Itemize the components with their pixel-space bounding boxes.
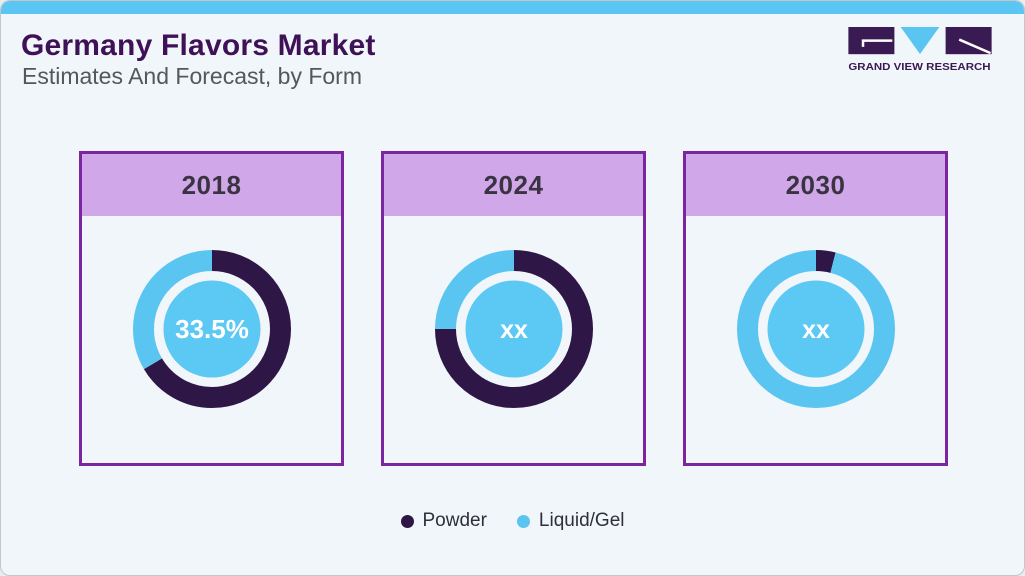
- year-label-2024: 2024: [483, 169, 544, 200]
- chart-legend: Powder Liquid/Gel: [1, 510, 1024, 532]
- card-body-2018: 33.5%: [82, 216, 341, 463]
- card-body-2024: xx: [384, 216, 643, 463]
- year-label-2018: 2018: [181, 169, 242, 200]
- page-subtitle: Estimates And Forecast, by Form: [22, 63, 363, 89]
- gvr-logo-icon: GRAND VIEW RESEARCH: [848, 27, 992, 73]
- legend-item-powder: Powder: [400, 510, 487, 532]
- powder-swatch-icon: [400, 514, 414, 528]
- year-card-2018: 2018 33.5%: [79, 151, 344, 466]
- donut-segment-liquid-gel: [434, 250, 593, 408]
- card-header-2018: 2018: [82, 154, 341, 216]
- donut-segment-liquid-gel: [132, 250, 291, 408]
- donut-inner-circle: [465, 280, 562, 378]
- year-label-2030: 2030: [785, 169, 846, 200]
- donut-center-label: xx: [802, 316, 830, 344]
- donut-chart-2030: xx: [736, 250, 895, 408]
- donut-inner-circle: [767, 280, 864, 378]
- donut-segment-liquid-gel: [736, 250, 895, 408]
- card-body-2030: xx: [686, 216, 945, 463]
- donut-center-label: 33.5%: [175, 314, 249, 344]
- logo-text: GRAND VIEW RESEARCH: [848, 62, 990, 73]
- donut-inner-circle: [163, 280, 260, 378]
- donut-chart-2018: 33.5%: [132, 250, 291, 408]
- page-title: Germany Flavors Market: [21, 29, 376, 62]
- year-card-2024: 2024 xx: [381, 151, 646, 466]
- logo-r-stroke: [958, 38, 992, 55]
- donut-chart-2024: xx: [434, 250, 593, 408]
- legend-label-liquid-gel: Liquid/Gel: [538, 510, 625, 531]
- top-accent-bar: [1, 1, 1024, 14]
- liquid-gel-swatch-icon: [516, 514, 530, 528]
- year-card-2030: 2030 xx: [683, 151, 948, 466]
- legend-item-liquid-gel: Liquid/Gel: [516, 510, 625, 532]
- logo-g-stroke: [861, 39, 893, 47]
- card-header-2024: 2024: [384, 154, 643, 216]
- grand-view-research-logo: GRAND VIEW RESEARCH: [847, 27, 993, 78]
- donut-center-label: xx: [500, 316, 528, 344]
- legend-label-powder: Powder: [422, 510, 487, 531]
- card-header-2030: 2030: [686, 154, 945, 216]
- logo-v-triangle-icon: [900, 27, 940, 55]
